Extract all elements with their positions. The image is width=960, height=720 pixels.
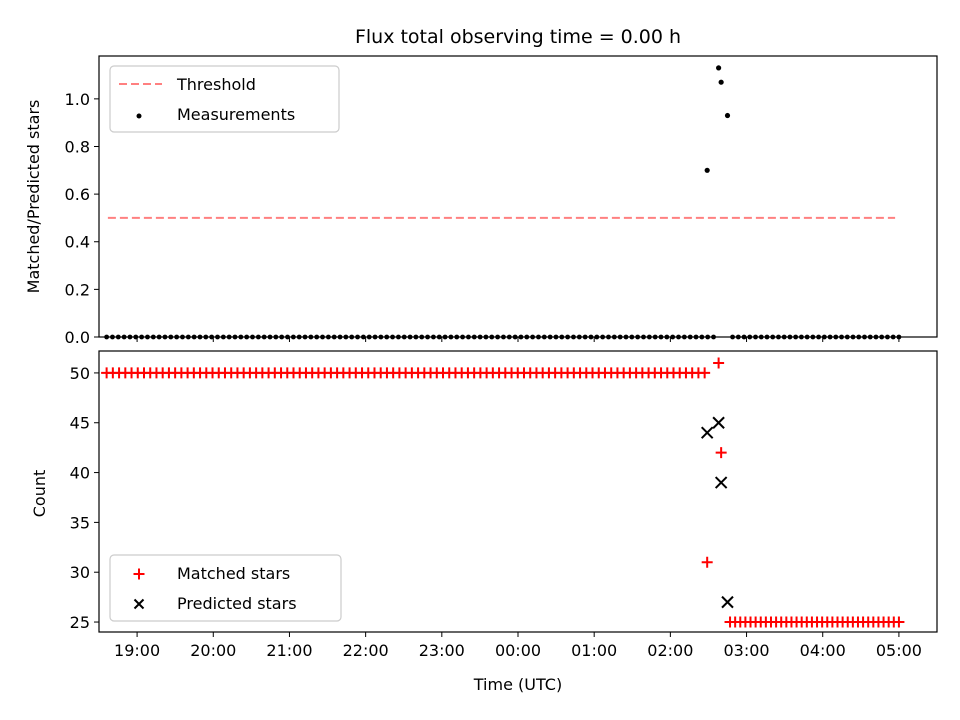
top-plot: 0.0 0.2 0.4 0.6 0.8 1.0 Matched/Predicted sta… [24, 55, 938, 347]
predicted-star-point [712, 416, 725, 429]
x-tick-label: 02:00 [647, 641, 693, 660]
top-legend-box [109, 65, 340, 133]
bottom-legend: Matched stars Predicted stars [109, 554, 342, 622]
bottom-plot: 19:00 20:00 21:00 22:00 23:00 00:00 01:00 02:00… [30, 350, 938, 694]
x-axis-label: Time (UTC) [473, 675, 562, 694]
bottom-plot-marks [101, 357, 905, 628]
matched-star-point [893, 616, 905, 628]
y-tick-label: 25 [70, 613, 90, 632]
measurement-point [716, 65, 722, 71]
top-legend: Threshold Measurements [109, 65, 340, 133]
matched-star-point [713, 357, 725, 369]
y-tick-label: 45 [70, 414, 90, 433]
predicted-star-point [714, 476, 728, 489]
y-tick-label: 1.0 [65, 90, 90, 109]
x-tick-label: 22:00 [343, 641, 389, 660]
measurement-point [718, 79, 724, 85]
predicted-star-point [700, 426, 714, 439]
bottom-legend-box [109, 554, 342, 622]
y-tick-label: 0.2 [65, 280, 90, 299]
x-tick-label: 20:00 [190, 641, 236, 660]
legend-matched-swatch [133, 568, 145, 580]
legend-measurements-swatch [136, 113, 142, 119]
measurement-point [704, 167, 710, 173]
y-tick-label: 0.6 [65, 185, 90, 204]
x-tick-label: 19:00 [114, 641, 160, 660]
x-tick-label: 01:00 [571, 641, 617, 660]
y-tick-label: 50 [70, 364, 90, 383]
y-tick-label: 0.0 [65, 328, 90, 347]
legend-threshold-label: Threshold [176, 75, 256, 94]
predicted-star-point [721, 595, 734, 609]
x-tick-label: 04:00 [800, 641, 846, 660]
x-tick-label: 05:00 [876, 641, 922, 660]
bottom-plot-ticks: 19:00 20:00 21:00 22:00 23:00 00:00 01:00 02:00… [70, 364, 922, 660]
bottom-y-axis-label: Count [30, 470, 49, 518]
top-plot-ticks: 0.0 0.2 0.4 0.6 0.8 1.0 [65, 90, 900, 347]
y-tick-label: 40 [70, 464, 90, 483]
matched-star-point [699, 367, 711, 379]
measurement-point [724, 112, 731, 119]
x-tick-label: 21:00 [266, 641, 312, 660]
legend-predicted-swatch [133, 598, 145, 610]
matched-star-point [701, 556, 713, 568]
legend-measurements-label: Measurements [177, 105, 295, 124]
top-y-axis-label: Matched/Predicted stars [24, 100, 43, 294]
y-tick-label: 0.8 [65, 137, 90, 156]
legend-matched-label: Matched stars [177, 564, 290, 583]
matched-star-point [715, 447, 727, 459]
x-tick-label: 23:00 [419, 641, 465, 660]
y-tick-label: 30 [70, 563, 90, 582]
chart-title: Flux total observing time = 0.00 h [355, 26, 681, 48]
legend-predicted-label: Predicted stars [177, 594, 297, 613]
x-tick-label: 00:00 [495, 641, 541, 660]
x-tick-label: 03:00 [723, 641, 769, 660]
y-tick-label: 0.4 [65, 233, 90, 252]
y-tick-label: 35 [70, 513, 90, 532]
